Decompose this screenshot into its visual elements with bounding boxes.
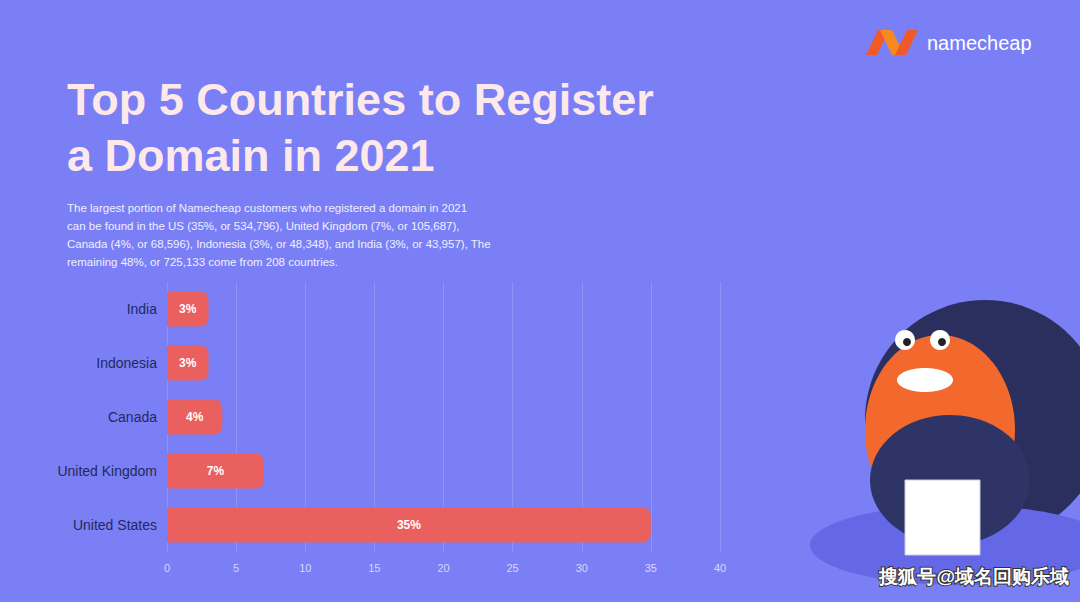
svg-text:4%: 4% (186, 410, 204, 424)
svg-text:a Domain in 2021: a Domain in 2021 (67, 130, 435, 181)
svg-text:15: 15 (368, 562, 380, 574)
svg-text:India: India (127, 301, 158, 317)
svg-text:United States: United States (73, 517, 157, 533)
svg-text:7%: 7% (207, 464, 225, 478)
svg-text:remaining 48%, or 725,133 come: remaining 48%, or 725,133 come from 208 … (67, 256, 338, 268)
svg-text:35%: 35% (397, 518, 421, 532)
svg-text:35: 35 (645, 562, 657, 574)
svg-text:United Kingdom: United Kingdom (57, 463, 157, 479)
svg-text:Top 5 Countries to Register: Top 5 Countries to Register (67, 74, 654, 125)
svg-text:can be found in the US (35%, o: can be found in the US (35%, or 534,796)… (67, 220, 460, 232)
svg-text:Canada (4%, or 68,596), Indone: Canada (4%, or 68,596), Indonesia (3%, o… (67, 238, 491, 250)
svg-text:The largest portion of Nameche: The largest portion of Namecheap custome… (67, 202, 467, 214)
svg-text:搜狐号@域名回购乐域: 搜狐号@域名回购乐域 (878, 566, 1069, 587)
svg-text:Indonesia: Indonesia (96, 355, 157, 371)
svg-text:40: 40 (714, 562, 726, 574)
svg-text:0: 0 (164, 562, 170, 574)
svg-text:30: 30 (576, 562, 588, 574)
svg-text:namecheap: namecheap (927, 32, 1032, 54)
svg-text:20: 20 (437, 562, 449, 574)
svg-text:3%: 3% (179, 302, 197, 316)
svg-text:3%: 3% (179, 356, 197, 370)
svg-text:10: 10 (299, 562, 311, 574)
svg-text:25: 25 (507, 562, 519, 574)
svg-text:Canada: Canada (108, 409, 157, 425)
svg-text:5: 5 (233, 562, 239, 574)
